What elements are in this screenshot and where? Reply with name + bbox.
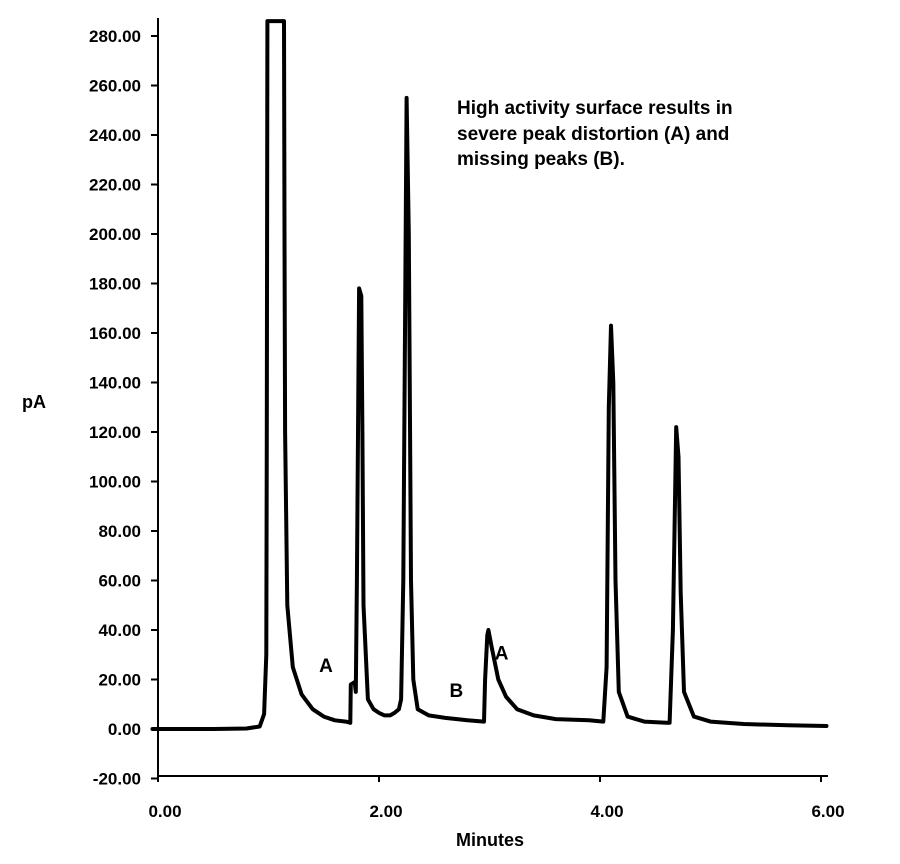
y-tick-label: 180.00 xyxy=(89,275,141,294)
y-tick-label: 80.00 xyxy=(98,522,141,541)
y-tick-label: 280.00 xyxy=(89,27,141,46)
y-axis-label: pA xyxy=(22,392,46,412)
peak-annotations: A B A xyxy=(319,644,509,702)
peak-annotation-b: B xyxy=(449,681,463,702)
axes xyxy=(157,18,828,777)
note-line-1: High activity surface results in xyxy=(457,98,733,119)
chart-note: High activity surface results in severe … xyxy=(457,98,733,170)
y-ticks: -20.00 0.00 20.00 40.00 60.00 80.00 100.00 120.… xyxy=(89,27,158,789)
x-tick-label: 6.00 xyxy=(811,802,844,821)
y-tick-label: 260.00 xyxy=(89,77,141,96)
y-tick-label: 60.00 xyxy=(98,572,141,591)
chromatogram-trace xyxy=(150,19,829,731)
note-line-2: severe peak distortion (A) and xyxy=(457,124,729,145)
y-tick-label: 160.00 xyxy=(89,324,141,343)
y-tick-label: 220.00 xyxy=(89,176,141,195)
x-tick-label: 2.00 xyxy=(369,802,402,821)
peak-annotation-a: A xyxy=(495,644,509,665)
x-tick-label: 0.00 xyxy=(148,802,181,821)
y-tick-label: 200.00 xyxy=(89,225,141,244)
x-ticks: 0.00 2.00 4.00 6.00 xyxy=(148,776,845,821)
y-tick-label: 120.00 xyxy=(89,423,141,442)
peak-annotation-a: A xyxy=(319,656,333,677)
y-tick-label: 100.00 xyxy=(89,473,141,492)
y-tick-label: 0.00 xyxy=(108,720,141,739)
y-tick-label: 140.00 xyxy=(89,374,141,393)
y-tick-label: 20.00 xyxy=(98,671,141,690)
y-tick-label: 240.00 xyxy=(89,126,141,145)
y-tick-label: 40.00 xyxy=(98,621,141,640)
x-axis-label: Minutes xyxy=(456,830,524,850)
y-tick-label: -20.00 xyxy=(93,770,141,789)
note-line-3: missing peaks (B). xyxy=(457,149,625,170)
x-tick-label: 4.00 xyxy=(590,802,623,821)
